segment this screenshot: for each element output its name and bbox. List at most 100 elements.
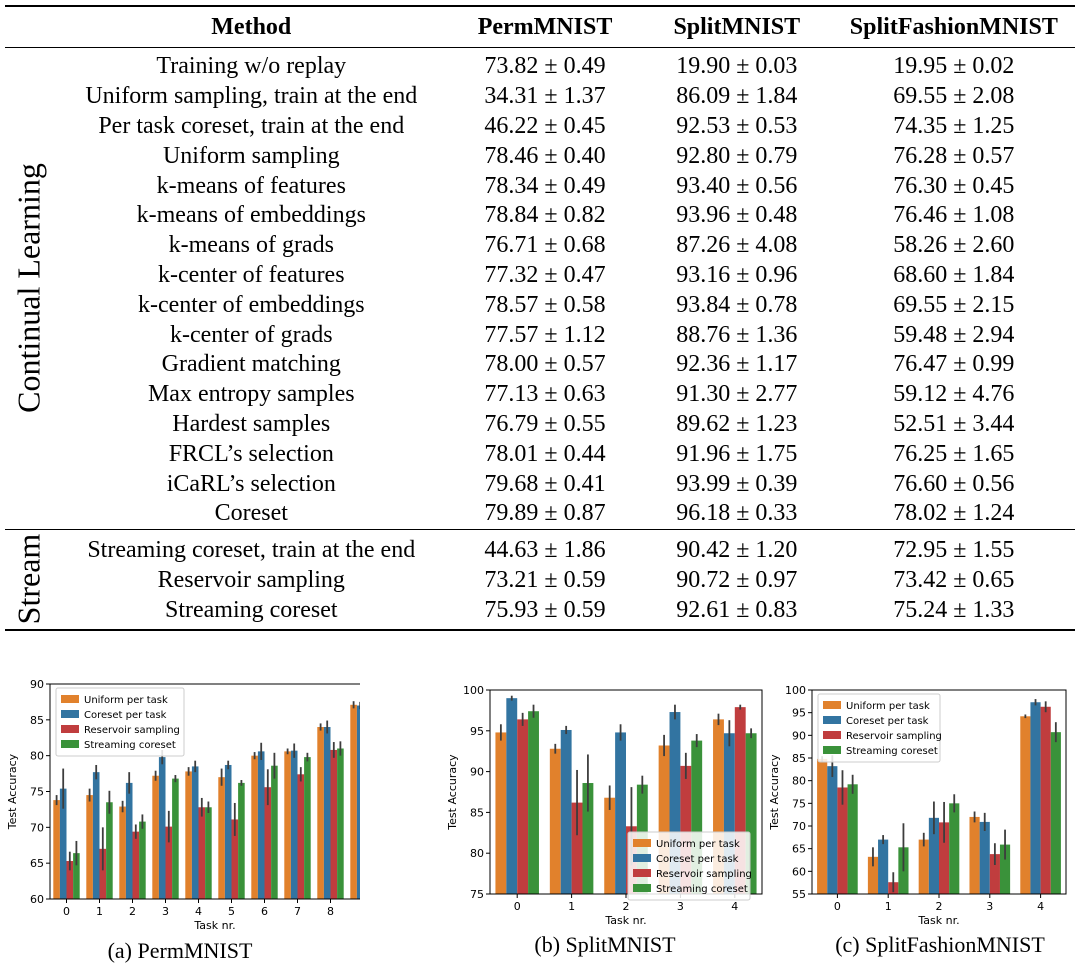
y-tick-label: 100 xyxy=(785,684,806,697)
bar-0-2-4 xyxy=(198,807,206,899)
continual-learning-label-cell: Continual Learning xyxy=(5,48,53,530)
legend-entry: Reservoir sampling xyxy=(846,731,942,742)
bar-0-0-3 xyxy=(152,775,159,899)
legend-swatch xyxy=(633,854,651,862)
header-permmnist: PermMNIST xyxy=(477,13,613,40)
x-axis-label: Task nr. xyxy=(193,919,235,932)
y-tick-label: 75 xyxy=(30,786,44,799)
bar-0-3-8 xyxy=(337,748,344,899)
splitfashionmnist-cell: 76.47 ± 0.99 xyxy=(893,351,1015,378)
group-column-header xyxy=(5,6,53,48)
permmnist-cell: 34.31 ± 1.37 xyxy=(484,83,606,110)
table-row: Continual Learning Training w/o replay 73.… xyxy=(5,48,1075,413)
bar-1-0-4 xyxy=(713,719,724,894)
splitfashionmnist-cell: 76.46 ± 1.08 xyxy=(893,202,1015,229)
x-tick-label: 0 xyxy=(834,900,841,913)
bar-2-1-3 xyxy=(979,821,990,894)
bar-1-1-2 xyxy=(615,732,626,894)
bar-2-1-4 xyxy=(1030,702,1041,894)
legend-swatch xyxy=(633,839,651,847)
splitmnist-cell: 91.30 ± 2.77 xyxy=(676,381,798,408)
bar-0-1-9 xyxy=(356,705,364,899)
bar-1-2-1 xyxy=(571,802,583,894)
bar-2-2-4 xyxy=(1040,706,1051,894)
figure-a: 606570758085900123456789Task nr.Test Acc… xyxy=(0,670,381,969)
bar-1-3-1 xyxy=(582,783,594,894)
method-cell: FRCL’s selection xyxy=(168,440,334,467)
y-tick-label: 80 xyxy=(470,847,484,860)
results-table: Method PermMNIST SplitMNIST SplitFashion… xyxy=(5,5,1075,631)
bar-1-2-3 xyxy=(680,765,692,894)
splitmnist-cell: 96.18 ± 0.33 xyxy=(676,500,798,527)
splitmnist-cell: 92.53 ± 0.53 xyxy=(676,112,798,139)
y-tick-label: 100 xyxy=(463,684,484,697)
method-cell: Uniform sampling, train at the end xyxy=(85,83,418,110)
bar-2-1-0 xyxy=(827,766,838,894)
method-cell: Coreset xyxy=(214,500,288,527)
legend-swatch xyxy=(633,869,651,877)
method-cell: k-means of features xyxy=(156,172,346,199)
method-cell: Streaming coreset, train at the end xyxy=(87,537,416,564)
bar-0-2-2 xyxy=(132,831,140,899)
x-tick-label: 4 xyxy=(1037,900,1044,913)
x-tick-label: 8 xyxy=(327,905,334,918)
legend-swatch xyxy=(61,740,79,748)
bar-2-3-0 xyxy=(847,784,858,894)
y-tick-label: 70 xyxy=(792,820,806,833)
splitfashionmnist-cell: 68.60 ± 1.84 xyxy=(893,261,1015,288)
bar-0-0-9 xyxy=(350,704,357,899)
table-row: k-means of embeddings 78.84 ± 0.82 93.96 ±… xyxy=(5,201,1075,231)
bar-0-0-5 xyxy=(218,777,225,899)
x-axis-label: Task nr. xyxy=(604,914,646,927)
x-tick-label: 7 xyxy=(294,905,301,918)
table-row: FRCL’s selection 78.01 ± 0.44 91.96 ± 1.75… xyxy=(5,439,1075,469)
x-tick-label: 1 xyxy=(568,900,575,913)
bar-2-3-2 xyxy=(949,803,960,894)
y-tick-label: 75 xyxy=(792,797,806,810)
y-tick-label: 60 xyxy=(792,865,806,878)
bar-0-2-5 xyxy=(231,819,239,899)
bar-0-3-3 xyxy=(172,778,179,899)
method-cell: k-center of grads xyxy=(169,321,333,348)
bar-0-0-0 xyxy=(53,800,60,899)
splitmnist-cell: 93.99 ± 0.39 xyxy=(676,470,798,497)
splitmnist-cell: 90.42 ± 1.20 xyxy=(676,537,798,564)
bar-0-1-7 xyxy=(290,750,298,899)
x-tick-label: 6 xyxy=(261,905,268,918)
permmnist-cell: 78.46 ± 0.40 xyxy=(484,142,606,169)
legend-swatch xyxy=(823,701,841,709)
y-tick-label: 75 xyxy=(470,888,484,901)
bar-0-2-6 xyxy=(264,787,272,899)
permmnist-cell: 78.84 ± 0.82 xyxy=(484,202,606,229)
table-row: Reservoir sampling 73.21 ± 0.59 90.72 ± 0.… xyxy=(5,566,1075,596)
permmnist-cell: 76.71 ± 0.68 xyxy=(484,232,606,259)
splitmnist-cell: 87.26 ± 4.08 xyxy=(676,232,798,259)
bar-1-0-1 xyxy=(549,748,561,894)
permmnist-cell: 78.57 ± 0.58 xyxy=(484,291,606,318)
bar-0-3-1 xyxy=(106,802,113,899)
bar-0-2-3 xyxy=(165,826,173,899)
splitfashionmnist-cell: 76.28 ± 0.57 xyxy=(893,142,1015,169)
x-tick-label: 0 xyxy=(514,900,521,913)
table-row: Max entropy samples 77.13 ± 0.63 91.30 ± 2… xyxy=(5,380,1075,410)
y-tick-label: 80 xyxy=(792,775,806,788)
y-tick-label: 90 xyxy=(792,729,806,742)
bar-1-2-4 xyxy=(734,707,746,894)
x-tick-label: 4 xyxy=(731,900,738,913)
y-tick-label: 65 xyxy=(792,843,806,856)
bar-1-3-4 xyxy=(745,733,757,894)
permmnist-cell: 79.68 ± 0.41 xyxy=(484,470,606,497)
bar-1-0-3 xyxy=(658,745,670,894)
table-row: k-means of grads 76.71 ± 0.68 87.26 ± 4.08… xyxy=(5,231,1075,261)
x-tick-label: 4 xyxy=(195,905,202,918)
splitmnist-cell: 93.16 ± 0.96 xyxy=(676,261,798,288)
legend-box xyxy=(817,693,941,763)
legend-swatch xyxy=(61,695,79,703)
continual-learning-label: Continual Learning xyxy=(10,163,47,414)
table-header-row: Method PermMNIST SplitMNIST SplitFashion… xyxy=(5,6,1075,48)
legend-entry: Coreset per task xyxy=(656,854,739,865)
bar-0-3-6 xyxy=(271,765,278,899)
bar-2-3-3 xyxy=(999,844,1011,894)
splitmnist-cell: 93.84 ± 0.78 xyxy=(676,291,798,318)
x-tick-label: 0 xyxy=(63,905,70,918)
